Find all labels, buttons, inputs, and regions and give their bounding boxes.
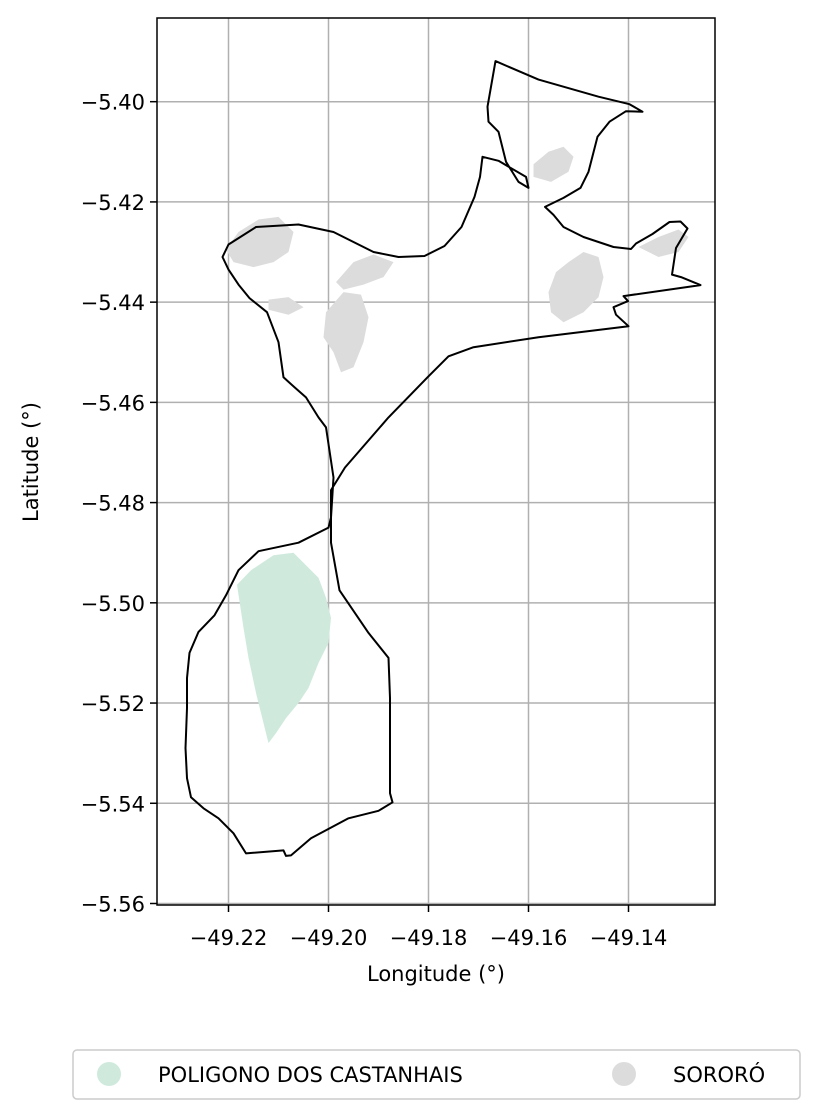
y-tick-label: −5.54 (81, 792, 145, 816)
y-tick-label: −5.50 (81, 592, 145, 616)
x-axis-ticks: −49.22 −49.20 −49.18 −49.16 −49.14 (190, 905, 668, 950)
legend-marker-sororo (612, 1062, 636, 1086)
y-axis-title: Latitude (°) (19, 402, 43, 522)
y-tick-label: −5.48 (81, 492, 145, 516)
x-axis-title: Longitude (°) (367, 962, 505, 986)
x-tick-label: −49.20 (290, 926, 368, 950)
sororo-region (548, 252, 604, 323)
x-tick-label: −49.14 (590, 926, 668, 950)
legend-frame (72, 1049, 801, 1100)
sororo-region (268, 297, 304, 315)
x-tick-label: −49.18 (390, 926, 468, 950)
municipality-boundary (184, 60, 702, 857)
sororo-region (323, 292, 369, 373)
castanhais-regions (237, 552, 331, 744)
legend-label-castanhais: POLIGONO DOS CASTANHAIS (158, 1063, 463, 1087)
legend: POLIGONO DOS CASTANHAIS SORORÓ (72, 1049, 801, 1100)
sororo-region (533, 146, 574, 182)
y-tick-label: −5.42 (81, 191, 145, 215)
y-tick-label: −5.56 (81, 892, 145, 916)
y-tick-label: −5.44 (81, 291, 145, 315)
sororo-region (336, 254, 394, 290)
plot-frame (156, 17, 716, 906)
y-tick-label: −5.52 (81, 692, 145, 716)
sororo-region (226, 216, 294, 268)
x-tick-label: −49.16 (490, 926, 568, 950)
castanhais-region (237, 552, 331, 744)
x-tick-label: −49.22 (190, 926, 268, 950)
legend-label-sororo: SORORÓ (673, 1062, 765, 1087)
sororo-regions (226, 146, 689, 373)
y-axis-ticks: −5.40 −5.42 −5.44 −5.46 −5.48 −5.50 −5.52 −5.54… (81, 91, 157, 916)
y-tick-label: −5.46 (81, 391, 145, 415)
y-tick-label: −5.40 (81, 91, 145, 115)
legend-marker-castanhais (97, 1062, 121, 1086)
